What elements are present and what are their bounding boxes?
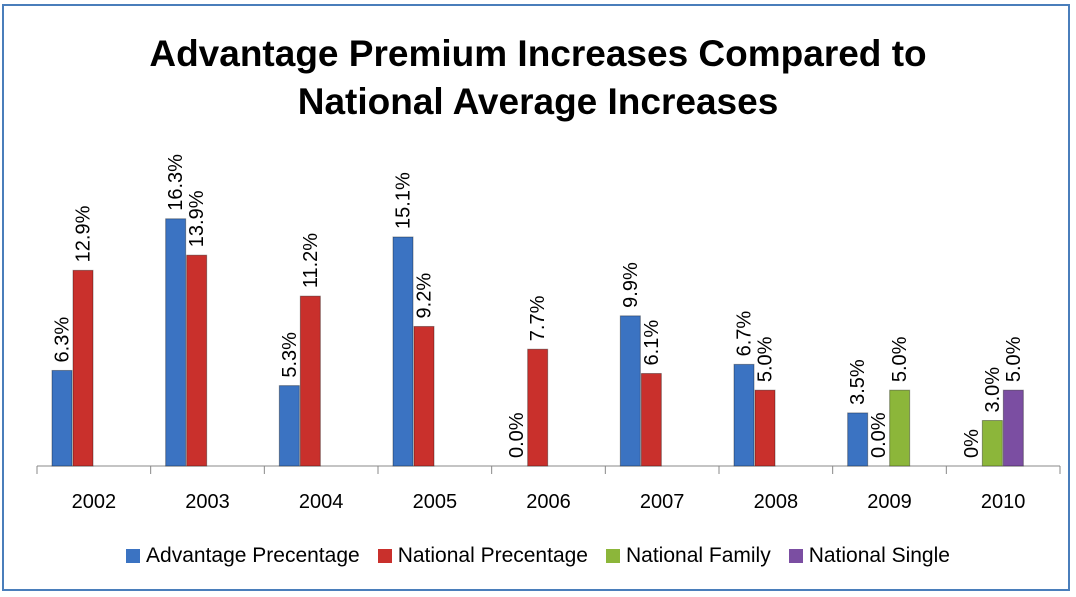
x-tick-label: 2010: [981, 491, 1026, 513]
bar: [1002, 389, 1024, 467]
legend: Advantage Precentage National Precentage N…: [0, 544, 1076, 568]
value-label: 6.1%: [641, 320, 663, 366]
legend-label: National Single: [808, 544, 950, 567]
bar: [889, 389, 911, 467]
bar: [72, 269, 94, 467]
value-label: 3.0%: [982, 367, 1004, 413]
legend-item: National Single: [788, 544, 950, 568]
value-label: 12.9%: [73, 205, 95, 262]
legend-label: National Family: [625, 544, 771, 567]
bar: [619, 315, 641, 467]
bar: [413, 325, 435, 467]
legend-item: National Family: [605, 544, 771, 568]
value-label: 0.0%: [868, 412, 890, 458]
value-label: 3.5%: [847, 359, 869, 405]
value-label: 6.7%: [734, 311, 756, 357]
value-label: 0.0%: [506, 412, 528, 458]
value-label: 15.1%: [393, 172, 415, 229]
x-tick-label: 2004: [299, 491, 344, 513]
value-label: 13.9%: [186, 190, 208, 247]
legend-swatch: [377, 549, 392, 563]
chart-title: Advantage Premium Increases Compared to …: [149, 33, 927, 122]
bar: [299, 295, 321, 467]
bar: [165, 218, 187, 467]
bar: [278, 385, 300, 467]
bar: [981, 420, 1003, 467]
value-label: 0%: [961, 429, 983, 458]
bar: [847, 412, 869, 467]
value-label: 6.3%: [52, 317, 74, 363]
bar: [392, 236, 414, 467]
bar: [640, 372, 662, 467]
value-label: 5.0%: [755, 336, 777, 382]
x-tick-label: 2003: [185, 491, 230, 513]
value-label: 9.9%: [620, 262, 642, 308]
x-tick-label: 2008: [754, 491, 799, 513]
legend-item: Advantage Precentage: [126, 544, 360, 568]
x-tick-label: 2006: [526, 491, 571, 513]
bar: [51, 369, 73, 467]
bar: [186, 254, 208, 467]
legend-swatch: [126, 549, 141, 563]
x-tick-label: 2009: [867, 491, 912, 513]
value-label: 5.0%: [889, 336, 911, 382]
legend-item: National Precentage: [377, 544, 588, 568]
value-label: 16.3%: [165, 154, 187, 211]
bar: [733, 363, 755, 467]
bar: [754, 389, 776, 467]
legend-label: National Precentage: [397, 544, 588, 567]
x-tick-label: 2005: [413, 491, 458, 513]
x-tick-label: 2007: [640, 491, 685, 513]
legend-label: Advantage Precentage: [146, 544, 360, 567]
value-label: 5.3%: [279, 332, 301, 378]
value-label: 9.2%: [414, 273, 436, 319]
value-label: 5.0%: [1003, 336, 1025, 382]
value-label: 11.2%: [300, 233, 322, 288]
bar: [527, 348, 549, 467]
chart-frame: [2, 4, 1070, 591]
legend-swatch: [788, 549, 803, 563]
x-tick-label: 2002: [72, 491, 117, 513]
legend-swatch: [605, 549, 620, 563]
value-label: 7.7%: [527, 295, 549, 341]
